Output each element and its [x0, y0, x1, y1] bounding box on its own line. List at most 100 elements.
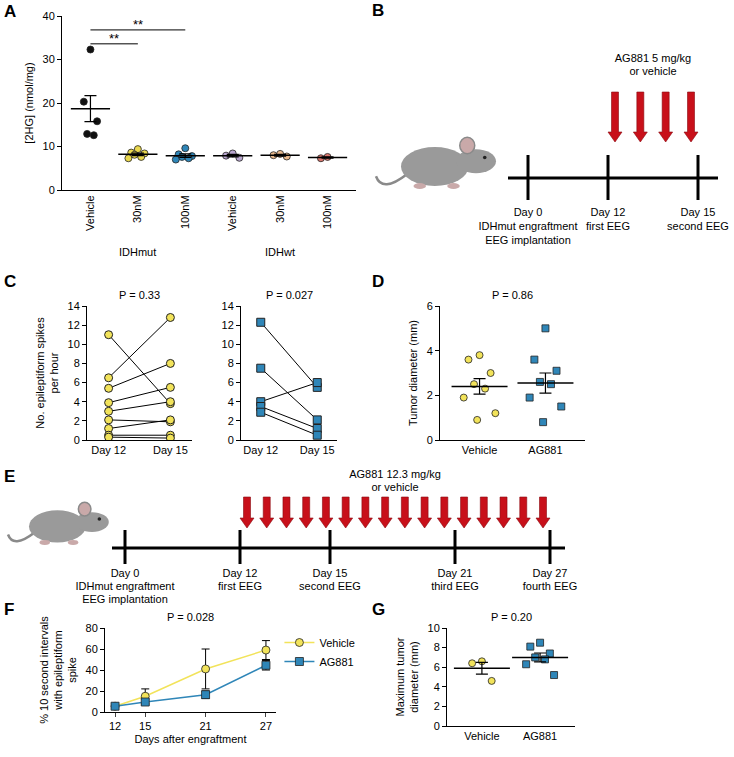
svg-text:20: 20	[43, 97, 55, 109]
svg-text:2: 2	[434, 700, 440, 712]
svg-text:6: 6	[74, 376, 80, 388]
svg-text:Day 12: Day 12	[243, 444, 278, 456]
svg-text:fourth EEG: fourth EEG	[523, 580, 577, 592]
svg-text:12: 12	[109, 720, 121, 732]
svg-text:27: 27	[260, 720, 272, 732]
svg-text:4: 4	[427, 345, 433, 357]
svg-text:14: 14	[222, 300, 234, 312]
svg-text:12: 12	[68, 319, 80, 331]
svg-text:8: 8	[74, 357, 80, 369]
svg-text:30nM: 30nM	[131, 195, 143, 223]
svg-text:0: 0	[49, 184, 55, 196]
svg-text:Day 0: Day 0	[111, 567, 140, 579]
svg-text:E: E	[4, 467, 15, 486]
svg-text:Maximum tumordiameter (mm): Maximum tumordiameter (mm)	[394, 637, 420, 716]
svg-text:Day 15: Day 15	[681, 206, 716, 218]
svg-text:first EEG: first EEG	[218, 580, 262, 592]
svg-text:**: **	[109, 31, 119, 46]
html-text:A: A	[4, 2, 17, 21]
svg-text:6: 6	[434, 661, 440, 673]
svg-text:Day 21: Day 21	[438, 567, 473, 579]
svg-text:Vehicle: Vehicle	[462, 444, 497, 456]
svg-text:Day 12: Day 12	[91, 444, 126, 456]
svg-text:Day 12: Day 12	[591, 206, 626, 218]
svg-text:P = 0.027: P = 0.027	[266, 289, 313, 301]
svg-text:AG881 5 mg/kg: AG881 5 mg/kg	[615, 52, 691, 64]
svg-text:0: 0	[427, 434, 433, 446]
svg-text:IDHwt: IDHwt	[265, 246, 295, 258]
svg-text:6: 6	[228, 376, 234, 388]
svg-text:10: 10	[428, 622, 440, 634]
svg-text:P = 0.33: P = 0.33	[119, 289, 160, 301]
svg-text:Day 15: Day 15	[300, 444, 335, 456]
svg-text:Day 27: Day 27	[533, 567, 568, 579]
svg-text:P = 0.86: P = 0.86	[492, 289, 533, 301]
svg-text:2: 2	[427, 389, 433, 401]
svg-text:100nM: 100nM	[321, 195, 333, 229]
svg-text:6: 6	[427, 300, 433, 312]
svg-text:Vehicle: Vehicle	[319, 637, 354, 649]
svg-text:Day 15: Day 15	[313, 567, 348, 579]
svg-text:second EEG: second EEG	[667, 220, 729, 232]
svg-text:4: 4	[228, 396, 234, 408]
svg-text:10: 10	[43, 140, 55, 152]
svg-text:EEG implantation: EEG implantation	[485, 234, 571, 246]
svg-text:**: **	[133, 17, 143, 32]
svg-text:No. epileptiform spikesper hou: No. epileptiform spikesper hour	[34, 317, 60, 429]
html-text:D: D	[372, 272, 385, 291]
svg-text:40: 40	[86, 664, 98, 676]
svg-text:15: 15	[139, 720, 151, 732]
svg-text:AG881: AG881	[528, 444, 562, 456]
svg-text:Vehicle: Vehicle	[464, 730, 499, 742]
svg-text:first EEG: first EEG	[586, 220, 630, 232]
svg-text:Vehicle: Vehicle	[84, 195, 96, 230]
svg-text:8: 8	[228, 357, 234, 369]
svg-text:Day 0: Day 0	[514, 206, 543, 218]
svg-text:P = 0.028: P = 0.028	[167, 611, 214, 623]
svg-text:EEG implantation: EEG implantation	[82, 593, 168, 605]
svg-text:40: 40	[43, 10, 55, 22]
svg-text:10: 10	[222, 338, 234, 350]
svg-text:0: 0	[434, 720, 440, 732]
svg-text:0: 0	[228, 434, 234, 446]
svg-text:B: B	[372, 1, 384, 20]
html-text:G: G	[372, 600, 386, 619]
svg-text:10: 10	[68, 338, 80, 350]
svg-text:IDHmut engraftment: IDHmut engraftment	[478, 220, 577, 232]
svg-text:0: 0	[92, 706, 98, 718]
svg-text:Days after engraftment: Days after engraftment	[135, 733, 247, 745]
svg-text:100nM: 100nM	[179, 195, 191, 229]
svg-text:2: 2	[74, 415, 80, 427]
svg-text:12: 12	[222, 319, 234, 331]
svg-text:AG881 12.3 mg/kg: AG881 12.3 mg/kg	[349, 468, 441, 480]
svg-text:[2HG] (nmol/mg): [2HG] (nmol/mg)	[23, 62, 35, 143]
svg-text:second EEG: second EEG	[299, 580, 361, 592]
svg-text:IDHmut engraftment: IDHmut engraftment	[75, 580, 174, 592]
svg-text:80: 80	[86, 622, 98, 634]
svg-text:30nM: 30nM	[274, 195, 286, 223]
html-text:F: F	[4, 600, 15, 619]
svg-text:20: 20	[86, 685, 98, 697]
svg-text:4: 4	[434, 681, 440, 693]
svg-text:30: 30	[43, 53, 55, 65]
svg-text:4: 4	[74, 396, 80, 408]
svg-text:IDHmut: IDHmut	[119, 246, 156, 258]
svg-text:0: 0	[74, 434, 80, 446]
svg-text:14: 14	[68, 300, 80, 312]
svg-text:Day 15: Day 15	[153, 444, 188, 456]
svg-text:third EEG: third EEG	[431, 580, 479, 592]
svg-text:Day 12: Day 12	[223, 567, 258, 579]
svg-text:2: 2	[228, 415, 234, 427]
svg-text:21: 21	[199, 720, 211, 732]
svg-text:P = 0.20: P = 0.20	[491, 611, 532, 623]
svg-text:AG881: AG881	[319, 656, 353, 668]
svg-text:8: 8	[434, 641, 440, 653]
svg-text:60: 60	[86, 643, 98, 655]
html-text:C: C	[4, 272, 17, 291]
svg-text:% 10 second intervalswith epil: % 10 second intervalswith epileptiformsp…	[38, 616, 79, 724]
svg-text:AG881: AG881	[523, 730, 557, 742]
svg-text:Vehicle: Vehicle	[226, 195, 238, 230]
svg-text:Tumor diameter (mm): Tumor diameter (mm)	[407, 320, 419, 426]
svg-text:or vehicle: or vehicle	[371, 481, 418, 493]
svg-text:or vehicle: or vehicle	[629, 65, 676, 77]
